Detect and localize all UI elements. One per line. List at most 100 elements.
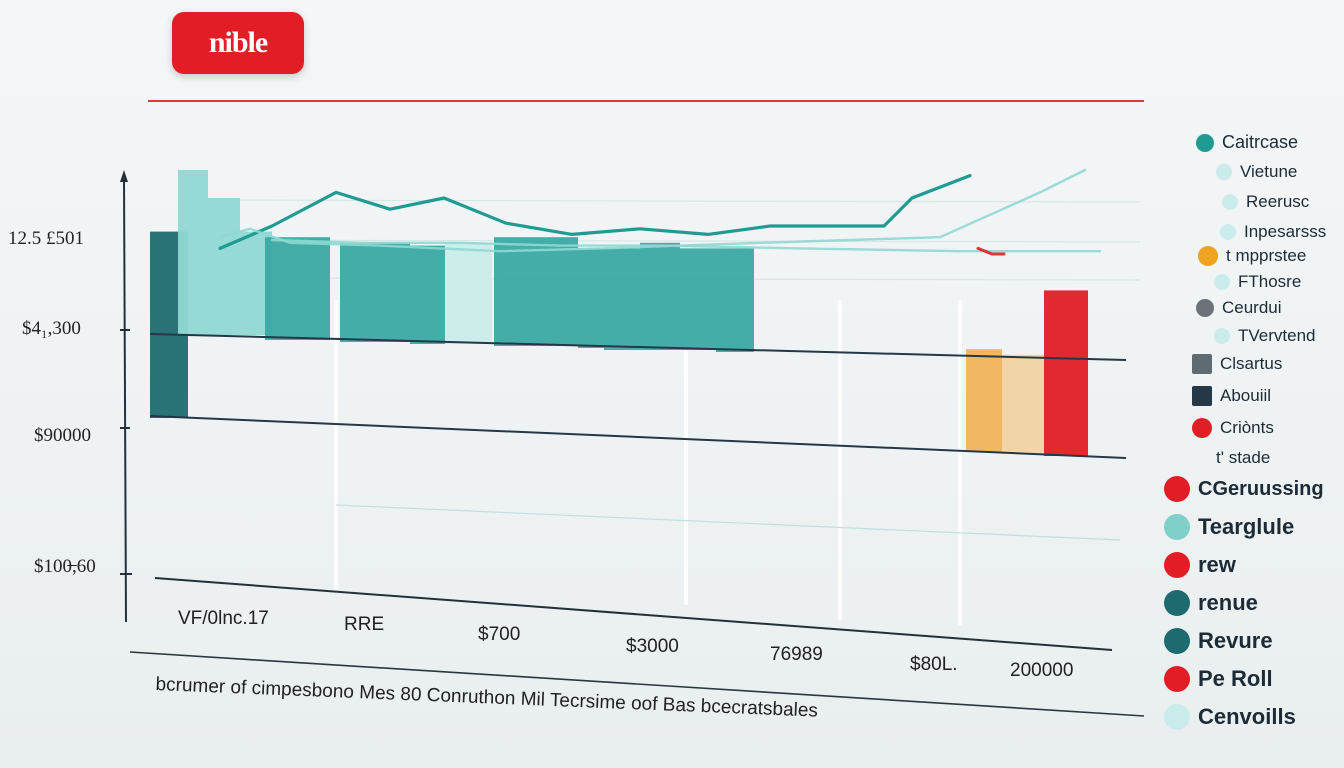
x-tick-label-5: $80L. <box>910 654 958 675</box>
x-tick-label-2: $700 <box>478 624 521 645</box>
x-axis <box>154 577 1113 651</box>
bar-8 <box>445 242 492 344</box>
legend-marker-8 <box>1192 354 1212 374</box>
legend-item-0: Caitrcase <box>1196 132 1298 153</box>
legend-item-13: Tearglule <box>1164 514 1294 540</box>
legend-item-9: Abouiil <box>1192 386 1271 406</box>
bar-7 <box>410 245 445 344</box>
legend-marker-15 <box>1164 590 1190 616</box>
legend-label-14: rew <box>1198 552 1236 577</box>
bar-11 <box>604 248 640 350</box>
series-line-0 <box>218 174 972 250</box>
legend-marker-9 <box>1192 386 1212 406</box>
gridline-0 <box>179 199 1141 203</box>
legend-marker-10 <box>1192 418 1212 438</box>
legend-label-17: Pe Roll <box>1198 666 1273 691</box>
legend-item-12: CGeruussing <box>1164 476 1324 502</box>
legend-item-18: Cenvoills <box>1164 704 1296 730</box>
legend-marker-0 <box>1196 133 1214 152</box>
legend-marker-6 <box>1196 299 1214 317</box>
legend-label-1: Vietune <box>1240 162 1298 181</box>
bar-4 <box>265 237 298 340</box>
y-axis-arrow <box>120 170 128 182</box>
legend-label-16: Revure <box>1198 628 1273 653</box>
bar-6 <box>340 242 410 342</box>
baseline-rule <box>129 651 1145 717</box>
legend-marker-5 <box>1214 274 1230 290</box>
legend-label-11: t' stade <box>1216 448 1271 467</box>
legend-label-7: TVervtend <box>1238 326 1316 345</box>
legend-label-12: CGeruussing <box>1198 477 1324 500</box>
bar-13 <box>680 248 716 350</box>
legend-label-3: Inpesarsss <box>1244 222 1327 241</box>
reference-line-1 <box>149 415 1127 459</box>
legend-item-10: Criònts <box>1192 418 1274 438</box>
series-line-2 <box>270 238 1102 253</box>
legend-label-13: Tearglule <box>1198 514 1295 539</box>
logo-badge: nible <box>172 12 304 74</box>
series-line-3 <box>976 246 1006 256</box>
legend-marker-13 <box>1164 514 1190 540</box>
legend-item-11: t' stade <box>1208 448 1270 468</box>
y-tick-label-0: 12.5 £501 <box>8 228 84 249</box>
bar-10 <box>578 248 604 348</box>
legend-label-4: t mpprstee <box>1226 246 1307 265</box>
bar-16 <box>1002 354 1044 454</box>
legend-item-3: Inpesarsss <box>1220 222 1326 242</box>
legend-marker-2 <box>1222 194 1238 210</box>
legend-marker-14 <box>1164 552 1190 578</box>
x-tick-label-4: 76989 <box>770 644 823 665</box>
legend-marker-17 <box>1164 666 1190 692</box>
legend-item-14: rew <box>1164 552 1236 578</box>
bar-1 <box>178 170 208 335</box>
legend-marker-3 <box>1220 224 1236 240</box>
legend-label-9: Abouiil <box>1220 386 1272 405</box>
legend-item-8: Clsartus <box>1192 354 1282 374</box>
title-divider <box>148 100 1144 102</box>
legend-label-10: Criònts <box>1220 418 1274 437</box>
bar-15 <box>966 349 1002 452</box>
legend-item-16: Revure <box>1164 628 1273 654</box>
legend-label-2: Reerusc <box>1246 192 1310 211</box>
bar-14 <box>716 248 754 352</box>
y-tick-label-3: $100̶,60 <box>34 556 96 577</box>
y-axis <box>123 177 127 623</box>
bar-2 <box>208 198 240 335</box>
y-tick-label-2: $90000 <box>34 425 91 446</box>
legend-label-8: Clsartus <box>1220 354 1283 373</box>
legend-label-6: Ceurdui <box>1222 298 1282 317</box>
legend-marker-7 <box>1214 328 1230 344</box>
bar-9 <box>494 237 578 346</box>
legend-marker-12 <box>1164 476 1190 502</box>
legend-item-4: t mpprstee <box>1198 246 1306 266</box>
legend-label-15: renue <box>1198 590 1258 615</box>
bar-5 <box>298 237 330 340</box>
legend-marker-4 <box>1198 246 1218 266</box>
legend-marker-16 <box>1164 628 1190 654</box>
bar-17 <box>1044 290 1088 456</box>
x-tick-label-1: RRE <box>344 614 385 635</box>
legend-marker-18 <box>1164 704 1190 730</box>
reference-line-0 <box>149 333 1127 361</box>
y-tick-label-1: $4₁,300 <box>22 318 81 339</box>
axes <box>120 170 1145 717</box>
legend-marker-1 <box>1216 164 1232 180</box>
logo-text: nible <box>208 26 268 59</box>
legend-item-2: Reerusc <box>1222 192 1309 212</box>
line-series <box>218 168 1102 256</box>
x-tick-label-0: VF/0lnc.17 <box>178 608 269 629</box>
series-line-1 <box>218 168 1087 253</box>
gridline-1 <box>179 239 1141 243</box>
legend-label-18: Cenvoills <box>1198 704 1296 729</box>
x-tick-label-6: 200000 <box>1010 660 1074 681</box>
legend-item-15: renue <box>1164 590 1258 616</box>
legend-item-7: TVervtend <box>1214 326 1316 346</box>
wash-gridline-0 <box>335 504 1121 541</box>
legend-item-17: Pe Roll <box>1164 666 1273 692</box>
bar-series <box>150 170 1088 456</box>
legend-item-5: FThosre <box>1214 272 1301 292</box>
bar-12 <box>640 242 680 350</box>
legend-item-1: Vietune <box>1216 162 1297 182</box>
x-tick-label-3: $3000 <box>626 636 679 657</box>
